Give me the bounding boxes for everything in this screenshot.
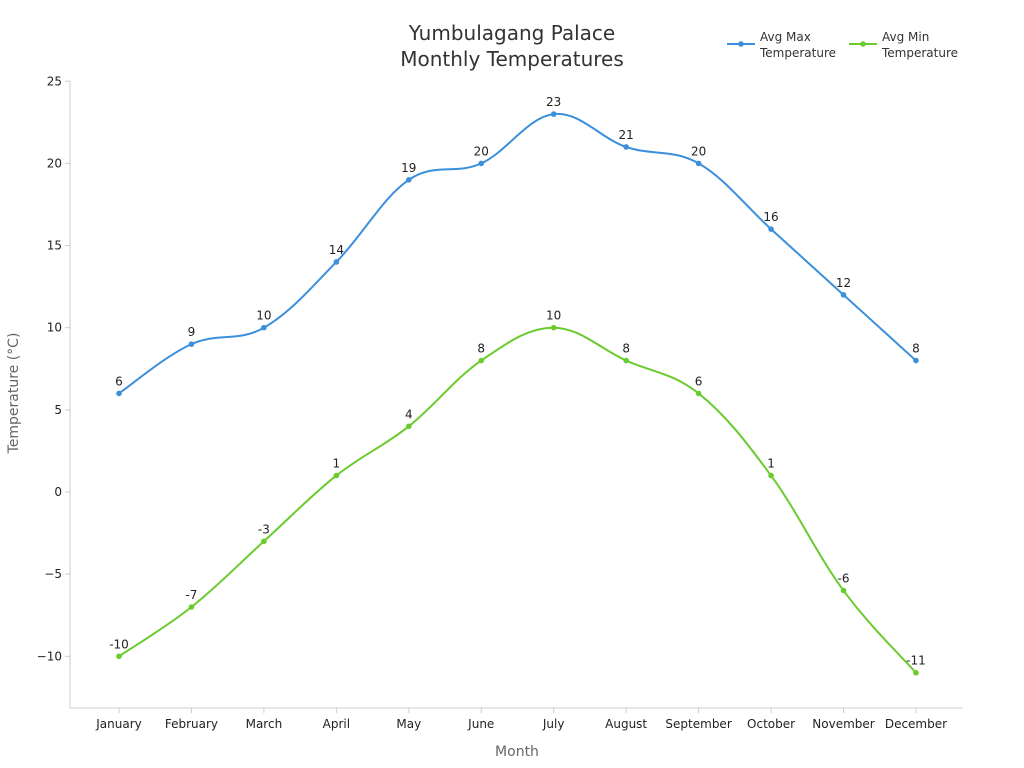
data-label: 20 xyxy=(691,144,706,158)
x-tick-label: July xyxy=(542,717,565,731)
data-label: 6 xyxy=(695,374,703,388)
x-tick-label: January xyxy=(95,717,142,731)
data-point xyxy=(478,160,485,167)
legend-label: Temperature xyxy=(881,46,958,60)
y-tick-label: 10 xyxy=(47,321,62,335)
y-tick-label: 20 xyxy=(47,156,62,170)
data-label: -10 xyxy=(109,637,129,651)
legend: Avg Max Temperature Avg Min Temperature xyxy=(727,30,958,60)
data-point xyxy=(116,653,122,660)
data-label: -11 xyxy=(906,654,926,668)
data-label: 23 xyxy=(546,95,561,109)
data-label: 8 xyxy=(912,342,920,356)
data-point xyxy=(333,472,340,479)
data-label: 10 xyxy=(256,309,271,323)
data-label: 8 xyxy=(622,342,630,356)
series-line xyxy=(118,326,917,674)
legend-swatch-marker xyxy=(860,41,866,47)
data-point xyxy=(768,226,774,232)
data-point xyxy=(840,292,847,298)
legend-item: Avg Max Temperature xyxy=(727,30,836,60)
data-point xyxy=(623,144,629,150)
data-point xyxy=(768,472,774,479)
data-point xyxy=(478,357,485,364)
x-tick-label: April xyxy=(323,717,350,731)
x-tick-label: March xyxy=(246,717,283,731)
y-tick-label: 0 xyxy=(54,485,62,499)
data-label: 16 xyxy=(763,210,778,224)
data-point xyxy=(623,357,629,364)
legend-label: Temperature xyxy=(759,46,836,60)
data-point xyxy=(913,357,919,364)
data-label: 14 xyxy=(329,243,344,257)
data-label: 1 xyxy=(333,457,341,471)
y-axis-title: Temperature (°C) xyxy=(6,333,22,455)
data-label: 12 xyxy=(836,276,851,290)
legend-label: Avg Min xyxy=(882,30,929,44)
series-avg-min: -10 -7 -3 1 4 8 10 8 6 1 -6 -11 xyxy=(109,309,926,676)
data-point xyxy=(406,423,412,430)
data-label: 1 xyxy=(767,457,775,471)
data-label: -7 xyxy=(185,588,197,602)
x-tick-label: August xyxy=(605,717,647,731)
data-label: 4 xyxy=(405,407,413,421)
x-axis-title: Month xyxy=(495,744,539,760)
x-tick-label: May xyxy=(396,717,421,731)
y-tick-label: 25 xyxy=(47,74,62,88)
chart-title: Yumbulagang Palace Monthly Temperatures xyxy=(400,21,624,71)
data-point xyxy=(695,160,702,167)
legend-label: Avg Max xyxy=(760,30,811,44)
data-point xyxy=(188,341,195,347)
data-label: 6 xyxy=(115,374,123,388)
data-point xyxy=(116,390,122,397)
data-point xyxy=(406,177,412,183)
data-point xyxy=(261,324,267,331)
x-tick-label: September xyxy=(665,717,731,731)
series-line xyxy=(118,113,917,395)
chart-title-line-2: Monthly Temperatures xyxy=(400,47,624,71)
data-point xyxy=(840,587,847,594)
data-point xyxy=(913,669,919,676)
x-axis-ticks: January February March April May June July Augu… xyxy=(95,708,947,731)
x-tick-label: February xyxy=(165,717,218,731)
legend-item: Avg Min Temperature xyxy=(849,30,958,60)
series-avg-max: 6 9 10 14 19 20 23 21 20 16 12 8 xyxy=(115,95,920,397)
data-label: 8 xyxy=(477,342,485,356)
data-label: 21 xyxy=(619,128,634,142)
legend-swatch-marker xyxy=(738,41,744,47)
y-axis-ticks: 25 20 15 10 5 0 −5 −10 xyxy=(37,74,70,663)
data-point xyxy=(333,259,340,265)
data-label: 19 xyxy=(401,161,416,175)
y-tick-label: −5 xyxy=(44,567,62,581)
x-tick-label: December xyxy=(885,717,947,731)
series: 691014192023212016128-10-7-314810861-6-1… xyxy=(109,95,926,676)
y-tick-label: 15 xyxy=(47,239,62,253)
data-label: 10 xyxy=(546,309,561,323)
chart-title-line-1: Yumbulagang Palace xyxy=(408,21,615,45)
y-tick-label: −10 xyxy=(37,649,62,663)
axes xyxy=(69,81,963,709)
x-tick-label: November xyxy=(812,717,874,731)
data-point xyxy=(550,111,557,117)
data-label: 9 xyxy=(188,325,196,339)
data-label: -6 xyxy=(838,572,850,586)
data-point xyxy=(261,538,267,545)
data-point xyxy=(550,324,557,331)
data-point xyxy=(695,390,702,397)
data-label: 20 xyxy=(474,144,489,158)
x-tick-label: June xyxy=(467,717,494,731)
data-point xyxy=(188,604,195,610)
y-tick-label: 5 xyxy=(54,403,62,417)
data-label: -3 xyxy=(258,522,270,536)
x-tick-label: October xyxy=(747,717,795,731)
